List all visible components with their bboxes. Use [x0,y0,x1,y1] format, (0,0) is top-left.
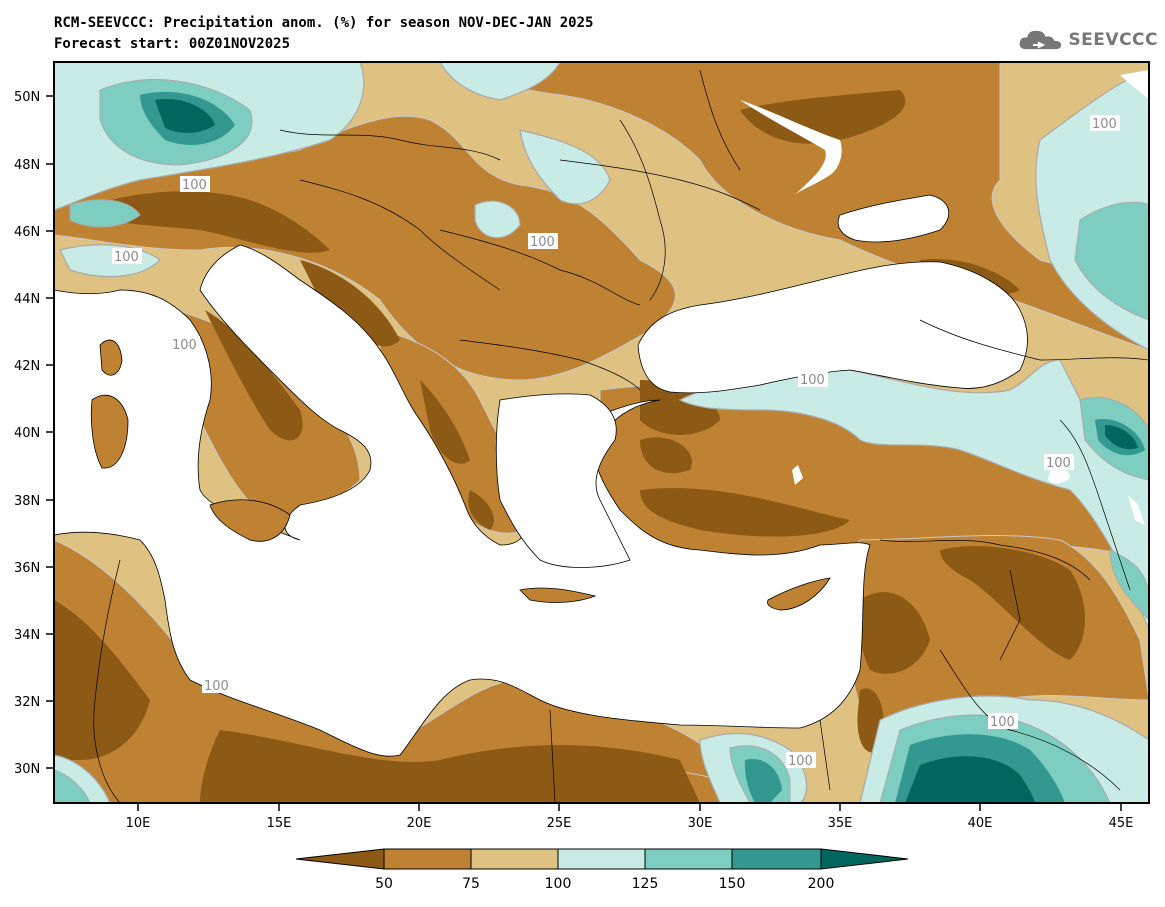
lon-tick-label: 40E [968,816,993,831]
lon-axis: 10E 15E 20E 25E 30E 35E 40E 45E [126,803,1134,831]
colorbar-label: 50 [375,876,393,892]
lat-tick-label: 34N [14,628,40,643]
lat-tick-marks [46,95,54,769]
map-field [54,62,1149,803]
lon-tick-label: 15E [267,816,292,831]
cloud-icon [1019,30,1062,50]
contour-label-box [202,677,232,693]
contour-label: 100 [204,679,229,694]
colorbar-swatch-50-75 [383,848,472,870]
contour-label: 100 [182,178,207,193]
colorbar: 50 75 100 125 150 200 [295,848,909,892]
colorbar-swatch-125-150 [644,848,733,870]
lon-tick-label: 35E [828,816,853,831]
contour-label: 100 [990,715,1015,730]
contour-label-box [180,176,210,192]
lat-tick-label: 46N [14,225,40,240]
contour-label-box [786,752,816,768]
contour-label-box [170,336,200,352]
lat-tick-label: 36N [14,561,40,576]
colorbar-label: 150 [719,876,746,892]
lon-tick-label: 25E [547,816,572,831]
contour-labels: 100 100 100 100 100 100 100 100 100 100 [112,115,1120,769]
lon-tick-label: 45E [1109,816,1134,831]
contour-label-box [1090,115,1120,131]
logo-text: SEEVCCC [1068,30,1158,50]
lat-tick-label: 38N [14,494,40,509]
lon-tick-label: 20E [407,816,432,831]
contour-label: 100 [1046,456,1071,471]
lon-tick-marks [137,803,1122,811]
islands [90,339,831,611]
colorbar-label: 200 [808,876,835,892]
lat-tick-label: 32N [14,695,40,710]
contour-label-box [988,713,1018,729]
colorbar-swatch-150-200 [731,848,822,870]
missing-data [740,70,1149,525]
contour-label: 100 [530,235,555,250]
forecast-start-label: Forecast start: 00Z01NOV2025 [54,36,291,52]
contour-label: 100 [788,754,813,769]
colorbar-swatch-100-125 [557,848,646,870]
colorbar-label: 75 [462,876,480,892]
field-band-above-200 [155,99,1138,803]
lat-tick-label: 40N [14,426,40,441]
lat-tick-label: 50N [14,90,40,105]
colorbar-label: 125 [632,876,659,892]
contour-label: 100 [114,250,139,265]
lon-tick-label: 30E [688,816,713,831]
lat-tick-label: 48N [14,158,40,173]
colorbar-swatch-75-100 [470,848,559,870]
contour-label-box [112,248,142,264]
contour-label-box [528,233,558,249]
colorbar-swatch-lt50 [295,848,385,870]
lat-tick-label: 30N [14,762,40,777]
borders [93,69,1149,803]
contour-label-box [798,371,828,387]
colorbar-swatch-gt200 [820,848,909,870]
contour-label-box [1044,454,1074,470]
lat-axis: 30N 32N 34N 36N 38N 40N 42N 44N 46N 48N … [14,90,54,777]
lat-tick-label: 44N [14,292,40,307]
field-band-below-50 [54,90,1085,803]
colorbar-label: 100 [545,876,572,892]
chart-title: RCM-SEEVCCC: Precipitation anom. (%) for… [54,15,594,31]
lon-tick-label: 10E [126,816,151,831]
contour-label: 100 [172,338,197,353]
contour-label: 100 [800,373,825,388]
sea-mask [54,194,1028,757]
seevccc-logo: SEEVCCC [1018,22,1158,58]
contour-label: 100 [1092,117,1117,132]
lat-tick-label: 42N [14,359,40,374]
